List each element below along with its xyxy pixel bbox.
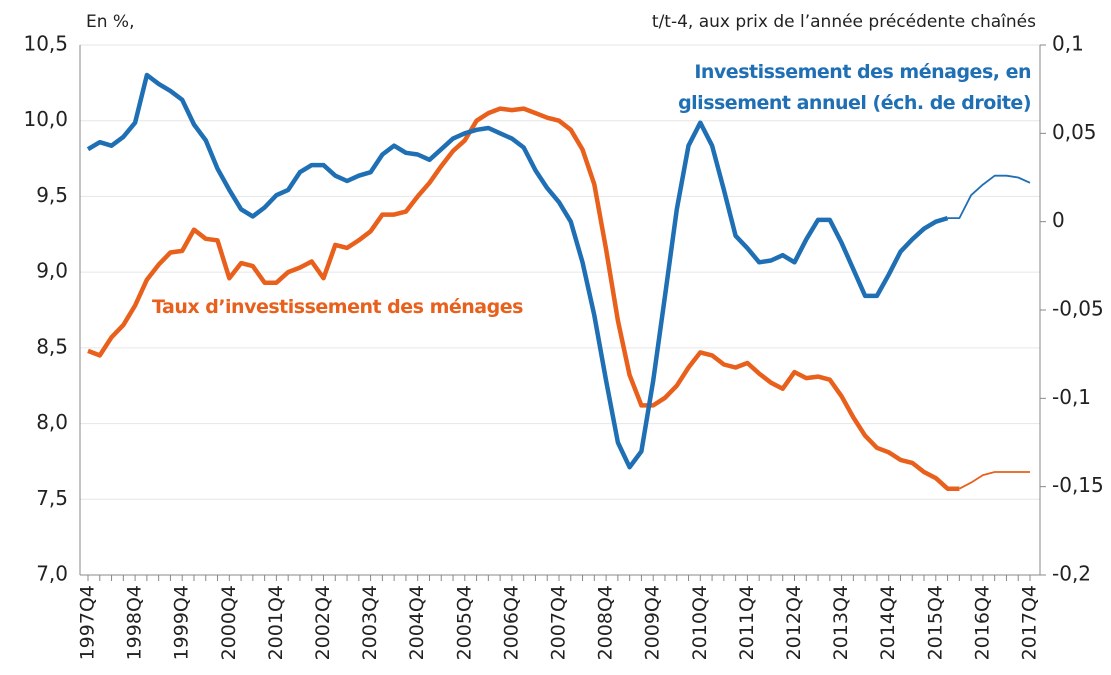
x-tick-label: 2012Q4 bbox=[783, 585, 805, 660]
y-tick-label: 8,0 bbox=[36, 410, 68, 434]
x-tick-label: 2011Q4 bbox=[736, 585, 758, 660]
series-label: Investissement des ménages, en glissemen… bbox=[678, 61, 1031, 114]
series-label: Taux d’investissement des ménages bbox=[152, 296, 523, 318]
series-line bbox=[87, 106, 960, 491]
y2-tick-label: -0,2 bbox=[1052, 562, 1091, 586]
x-tick-label: 2014Q4 bbox=[877, 585, 899, 660]
x-tick-label: 2009Q4 bbox=[642, 585, 664, 660]
x-tick-label: 2013Q4 bbox=[830, 585, 852, 660]
x-tick-label: 2015Q4 bbox=[924, 585, 946, 660]
x-tick-label: 2000Q4 bbox=[218, 585, 240, 660]
x-tick-label: 2003Q4 bbox=[359, 585, 381, 660]
y-tick-label: 9,0 bbox=[36, 259, 68, 283]
series-line bbox=[86, 72, 949, 470]
y2-tick-label: -0,15 bbox=[1052, 473, 1104, 497]
y-tick-label: 7,5 bbox=[36, 486, 68, 510]
x-tick-label: 2001Q4 bbox=[265, 585, 287, 660]
y2-tick-label: 0 bbox=[1052, 208, 1065, 232]
x-tick-label: 2004Q4 bbox=[406, 585, 428, 660]
x-tick-label: 2010Q4 bbox=[689, 585, 711, 660]
y-axis-label: En %, bbox=[86, 12, 134, 32]
series-line-forecast bbox=[958, 471, 1030, 490]
x-tick-label: 2006Q4 bbox=[500, 585, 522, 660]
y-tick-label: 9,5 bbox=[36, 183, 68, 207]
x-tick-label: 1997Q4 bbox=[77, 585, 99, 660]
y-tick-label: 10,0 bbox=[23, 107, 68, 131]
y2-tick-label: -0,1 bbox=[1052, 385, 1091, 409]
x-tick-label: 1999Q4 bbox=[171, 585, 193, 660]
x-tick-label: 2005Q4 bbox=[453, 585, 475, 660]
y2-tick-label: -0,05 bbox=[1052, 297, 1104, 321]
x-tick-label: 2007Q4 bbox=[548, 585, 570, 660]
x-tick-label: 1998Q4 bbox=[124, 585, 146, 660]
y2-tick-label: 0,1 bbox=[1052, 32, 1084, 56]
y-tick-label: 8,5 bbox=[36, 334, 68, 358]
y2-axis-label: t/t-4, aux prix de l’année précédente ch… bbox=[652, 12, 1036, 32]
y2-tick-label: 0,05 bbox=[1052, 120, 1097, 144]
x-tick-label: 2008Q4 bbox=[595, 585, 617, 660]
y-tick-label: 10,5 bbox=[23, 32, 68, 56]
x-tick-label: 2002Q4 bbox=[312, 585, 334, 660]
x-tick-label: 2016Q4 bbox=[971, 585, 993, 660]
series-line-forecast bbox=[947, 174, 1031, 219]
y-tick-label: 7,0 bbox=[36, 562, 68, 586]
x-tick-label: 2017Q4 bbox=[1019, 585, 1041, 660]
